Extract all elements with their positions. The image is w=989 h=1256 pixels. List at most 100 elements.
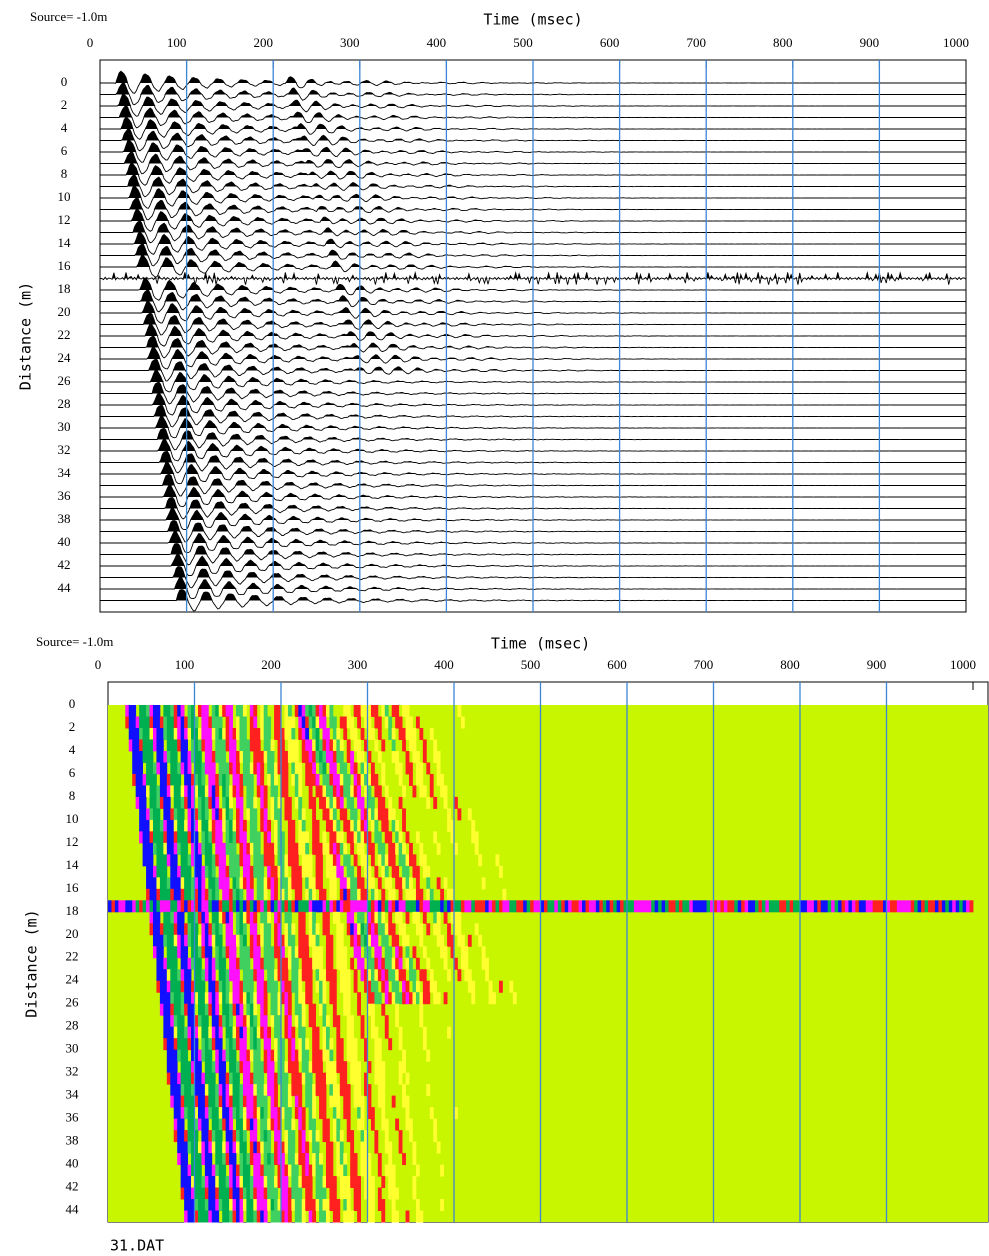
heatmap-cell (170, 728, 174, 740)
heatmap-cell (475, 831, 479, 843)
heatmap-cell (181, 935, 185, 947)
heatmap-cell (160, 774, 164, 786)
heatmap-cell (323, 1004, 327, 1016)
heatmap-cell (423, 900, 427, 912)
heatmap-cell (347, 1084, 351, 1096)
heatmap-cell (215, 877, 219, 889)
heatmap-cell (333, 1073, 337, 1085)
heatmap-cell (181, 981, 185, 993)
heatmap-cell (316, 831, 320, 843)
heatmap-cell (350, 889, 354, 901)
heatmap-cell (333, 866, 337, 878)
heatmap-cell (918, 900, 922, 912)
heatmap-cell (305, 774, 309, 786)
heatmap-cell (295, 958, 299, 970)
heatmap-cell (136, 900, 140, 912)
heatmap-cell (295, 1107, 299, 1119)
heatmap-cell (416, 958, 420, 970)
heatmap-cell (188, 1211, 192, 1223)
heatmap-cell (201, 935, 205, 947)
heatmap-cell (284, 854, 288, 866)
heatmap-cell (284, 785, 288, 797)
heatmap-cell (831, 900, 835, 912)
heatmap-cell (260, 785, 264, 797)
heatmap-cell (336, 797, 340, 809)
heatmap-cell (160, 843, 164, 855)
heatmap-cell (319, 705, 323, 717)
heatmap-cell (177, 1073, 181, 1085)
heatmap-cell (233, 1107, 237, 1119)
heatmap-cell (139, 774, 143, 786)
heatmap-cell (392, 1199, 396, 1211)
heatmap-cell (343, 808, 347, 820)
y-tick-label: 14 (66, 857, 80, 872)
heatmap-cell (170, 705, 174, 717)
y-tick-label: 16 (66, 880, 80, 895)
heatmap-cell (253, 728, 257, 740)
heatmap-cell (167, 958, 171, 970)
heatmap-cell (374, 1027, 378, 1039)
heatmap-cell (246, 762, 250, 774)
heatmap-cell (205, 1027, 209, 1039)
heatmap-cell (374, 705, 378, 717)
heatmap-cell (347, 831, 351, 843)
heatmap-cell (167, 981, 171, 993)
heatmap-cell (340, 716, 344, 728)
heatmap-cell (170, 900, 174, 912)
heatmap-cell (264, 716, 268, 728)
heatmap-cell (402, 935, 406, 947)
heatmap-cell (302, 866, 306, 878)
heatmap-cell (378, 1153, 382, 1165)
heatmap-cell (489, 981, 493, 993)
heatmap-cell (326, 1015, 330, 1027)
heatmap-cell (201, 1188, 205, 1200)
heatmap-cell (357, 992, 361, 1004)
heatmap-cell (336, 774, 340, 786)
heatmap-cell (589, 900, 593, 912)
heatmap-cell (295, 992, 299, 1004)
heatmap-cell (399, 946, 403, 958)
heatmap-cell (810, 900, 814, 912)
heatmap-cell (229, 1153, 233, 1165)
heatmap-cell (357, 1084, 361, 1096)
heatmap-cell (295, 1084, 299, 1096)
heatmap-cell (198, 1004, 202, 1016)
heatmap-cell (236, 808, 240, 820)
heatmap-cell (205, 1038, 209, 1050)
heatmap-cell (323, 785, 327, 797)
heatmap-cell (309, 935, 313, 947)
heatmap-cell (354, 762, 358, 774)
heatmap-cell (246, 797, 250, 809)
heatmap-cell (177, 1153, 181, 1165)
heatmap-cell (226, 981, 230, 993)
heatmap-cell (274, 992, 278, 1004)
heatmap-cell (205, 889, 209, 901)
heatmap-cell (267, 820, 271, 832)
heatmap-cell (271, 1084, 275, 1096)
heatmap-cell (343, 843, 347, 855)
heatmap-cell (163, 958, 167, 970)
heatmap-cell (437, 877, 441, 889)
heatmap-cell (803, 900, 807, 912)
heatmap-cell (284, 1096, 288, 1108)
heatmap-cell (284, 992, 288, 1004)
heatmap-cell (499, 900, 503, 912)
heatmap-cell (271, 1050, 275, 1062)
heatmap-cell (201, 1211, 205, 1223)
heatmap-cell (323, 992, 327, 1004)
heatmap-cell (288, 831, 292, 843)
heatmap-cell (208, 1004, 212, 1016)
heatmap-cell (219, 1073, 223, 1085)
heatmap-cell (233, 774, 237, 786)
heatmap-cell (329, 808, 333, 820)
heatmap-cell (392, 935, 396, 947)
heatmap-cell (312, 1038, 316, 1050)
heatmap-cell (229, 785, 233, 797)
y-tick-label: 36 (58, 488, 72, 503)
heatmap-cell (215, 946, 219, 958)
heatmap-cell (288, 992, 292, 1004)
heatmap-cell (163, 854, 167, 866)
heatmap-cell (170, 739, 174, 751)
heatmap-cell (274, 808, 278, 820)
heatmap-cell (395, 820, 399, 832)
